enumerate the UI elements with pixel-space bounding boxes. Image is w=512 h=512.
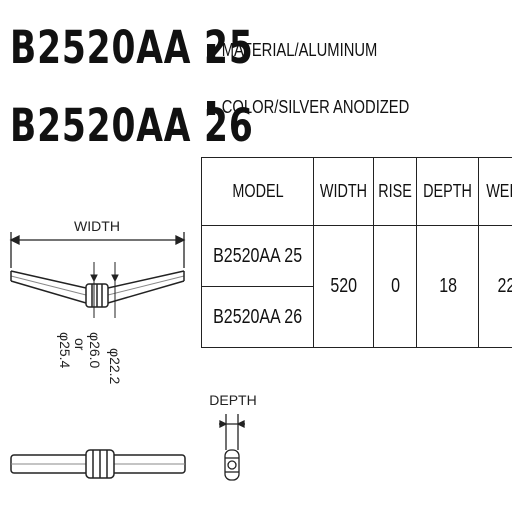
- header-model: MODEL: [200, 157, 315, 226]
- clamp-dia-label-2: φ26.0: [87, 332, 103, 369]
- clamp-dia-label-1: φ25.4: [57, 332, 73, 369]
- spec-color: COLOR/SILVER ANODIZED: [207, 97, 409, 118]
- cell-width: 520: [313, 225, 375, 348]
- cell-weight: 225g: [478, 225, 512, 348]
- handlebar-diagram: WIDTH φ25.4 or φ26.0 φ22.2: [9, 218, 257, 481]
- spec-material: MATERIAL/ALUMINUM: [207, 40, 377, 61]
- cell-model-26: B2520AA 26: [200, 286, 315, 348]
- clamp-dimension-ticks: [90, 262, 119, 318]
- bullet-square-icon: [207, 100, 216, 115]
- cell-model-25: B2520AA 25: [200, 225, 315, 287]
- header-rise: RISE: [373, 157, 418, 226]
- handlebar-top-view: [10, 270, 185, 308]
- depth-side-view: [219, 414, 245, 481]
- spec-table: MODEL WIDTH RISE DEPTH WEIGHT B2520AA 25…: [200, 157, 512, 348]
- spec-color-label: COLOR/SILVER ANODIZED: [221, 97, 410, 117]
- spec-material-label: MATERIAL/ALUMINUM: [221, 40, 378, 60]
- width-dim-label: WIDTH: [74, 218, 120, 234]
- spec-table-header: MODEL WIDTH RISE DEPTH WEIGHT: [200, 157, 512, 226]
- header-depth: DEPTH: [416, 157, 480, 226]
- width-dimension-arrow: [9, 232, 186, 268]
- grip-dia-label: φ22.2: [107, 348, 123, 385]
- table-row: B2520AA 25 520 0 18 225g: [200, 225, 512, 348]
- bullet-square-icon: [207, 43, 216, 58]
- clamp-or-label: or: [72, 338, 88, 351]
- cell-rise: 0: [373, 225, 418, 348]
- handlebar-front-view: [10, 449, 186, 479]
- table-row: B2520AA 26: [200, 286, 512, 348]
- depth-dim-label: DEPTH: [209, 392, 256, 408]
- cell-depth: 18: [416, 225, 480, 348]
